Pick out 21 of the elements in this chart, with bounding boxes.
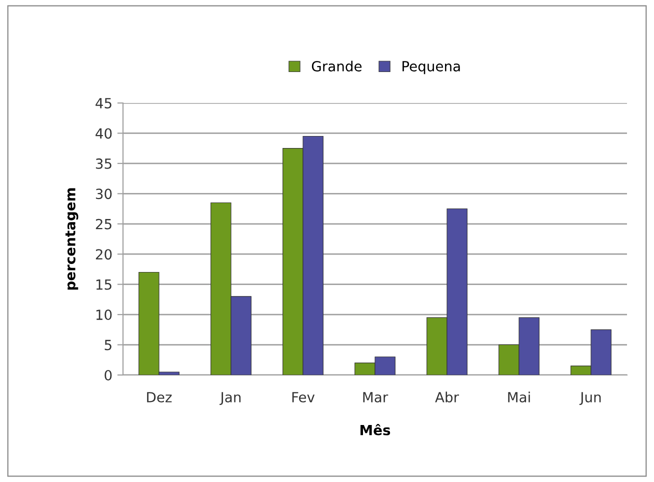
x-tick-label: Fev: [292, 392, 315, 402]
x-tick-label: Abr: [435, 392, 460, 402]
x-tick-label: Jan: [220, 392, 241, 405]
y-tick-label: 40: [96, 128, 112, 139]
y-tick-label: 15: [96, 279, 112, 290]
y-tick-label: 20: [96, 249, 112, 260]
legend-label: Pequena: [402, 61, 460, 74]
x-tick-label: Jun: [579, 392, 601, 405]
y-axis-title: percentagem: [65, 188, 78, 290]
x-axis-title: Mês: [360, 424, 390, 436]
y-tick-label: 25: [96, 218, 112, 230]
y-tick-label: 45: [96, 98, 112, 108]
x-tick-label: Dez: [147, 392, 172, 402]
x-tick-label: Mar: [363, 392, 388, 402]
y-tick-label: 30: [96, 188, 112, 200]
y-tick-label: 5: [104, 340, 112, 350]
y-tick-label: 0: [104, 370, 112, 380]
y-tick-label: 10: [96, 310, 112, 320]
y-tick-label: 35: [96, 158, 112, 169]
legend-label: Grande: [312, 60, 362, 72]
x-tick-label: Mai: [508, 392, 530, 402]
